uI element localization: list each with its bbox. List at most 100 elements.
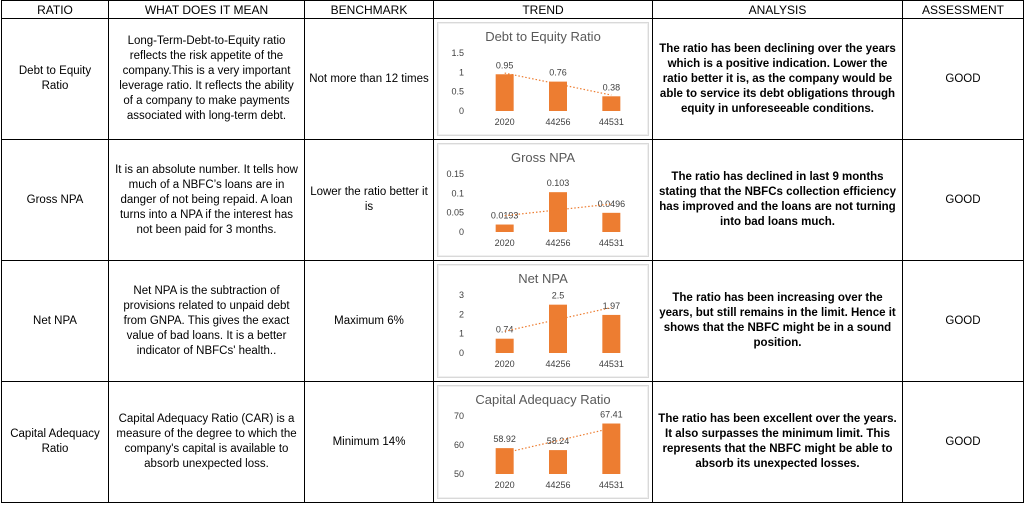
category-label: 44256 — [545, 117, 570, 127]
ratio-name: Gross NPA — [1, 139, 109, 261]
bar — [549, 450, 567, 474]
category-label: 2020 — [495, 480, 515, 490]
bar — [602, 314, 621, 353]
y-tick-label: 0 — [459, 227, 464, 237]
trend-chart-net-npa: Net NPA 0 1 2 3 0.74 2020 2.5 44256 1.97 44531 — [437, 264, 649, 378]
bar — [549, 81, 567, 111]
trend-chart-capital-adequacy: Capital Adequacy Ratio 50 60 70 58.92 2020 58.… — [437, 385, 649, 499]
ratio-assessment: GOOD — [902, 18, 1024, 140]
header-analysis: ANALYSIS — [652, 0, 903, 19]
bar — [602, 212, 621, 232]
category-label: 44531 — [599, 238, 624, 248]
y-tick-label: 0.1 — [451, 188, 464, 198]
y-tick-label: 0 — [459, 106, 464, 116]
bar — [549, 304, 567, 353]
y-tick-label: 50 — [454, 469, 464, 479]
chart-svg: Net NPA 0 1 2 3 0.74 2020 2.5 44256 1.97 44531 — [459, 271, 624, 369]
y-tick-label: 2 — [459, 309, 464, 319]
y-tick-label: 60 — [454, 440, 464, 450]
ratio-analysis: The ratio has declined in last 9 months … — [652, 139, 903, 261]
category-label: 44256 — [545, 238, 570, 248]
ratio-meaning: Long-Term-Debt-to-Equity ratio reflects … — [108, 18, 305, 140]
ratio-assessment: GOOD — [902, 381, 1024, 503]
category-label: 44256 — [545, 480, 570, 490]
chart-title: Debt to Equity Ratio — [485, 29, 601, 44]
trendline — [504, 427, 612, 454]
header-ratio: RATIO — [1, 0, 109, 19]
ratio-analysis: The ratio has been declining over the ye… — [652, 18, 903, 140]
ratio-benchmark: Lower the ratio better it is — [304, 139, 434, 261]
header-trend: TREND — [433, 0, 653, 19]
ratio-benchmark: Not more than 12 times — [304, 18, 434, 140]
bar — [602, 423, 621, 474]
y-tick-label: 70 — [454, 411, 464, 421]
ratio-benchmark: Maximum 6% — [304, 260, 434, 382]
data-label: 0.103 — [547, 178, 570, 188]
chart-title: Net NPA — [518, 271, 568, 286]
chart-title: Capital Adequacy Ratio — [475, 392, 610, 407]
chart-svg: Capital Adequacy Ratio 50 60 70 58.92 2020 58.… — [454, 392, 624, 490]
data-label: 1.97 — [603, 301, 621, 311]
table-row: Debt to Equity Ratio Long-Term-Debt-to-E… — [1, 18, 1024, 140]
y-tick-label: 1 — [459, 329, 464, 339]
y-tick-label: 1.5 — [451, 48, 464, 58]
table-row: Gross NPA It is an absolute number. It t… — [1, 139, 1024, 261]
bar — [549, 192, 567, 232]
y-tick-label: 3 — [459, 290, 464, 300]
y-tick-label: 1 — [459, 67, 464, 77]
table-row: Net NPA Net NPA is the subtraction of pr… — [1, 260, 1024, 382]
category-label: 44531 — [599, 480, 624, 490]
category-label: 44531 — [599, 117, 624, 127]
bar — [602, 96, 621, 111]
trend-cell: Debt to Equity Ratio 0 0.5 1 1.5 0.95 2020 0.76… — [433, 18, 653, 140]
category-label: 2020 — [495, 238, 515, 248]
bar — [495, 448, 514, 474]
category-label: 2020 — [495, 359, 515, 369]
trend-chart-gross-npa: Gross NPA 0 0.05 0.1 0.15 0.0193 2020 0.103 4425… — [437, 143, 649, 257]
bar — [495, 224, 514, 232]
bar — [495, 74, 514, 111]
table-row: Capital Adequacy Ratio Capital Adequacy … — [1, 381, 1024, 503]
category-label: 44531 — [599, 359, 624, 369]
data-label: 0.38 — [603, 82, 621, 92]
data-label: 58.92 — [493, 434, 516, 444]
header-row: RATIO WHAT DOES IT MEAN BENCHMARK TREND … — [1, 0, 1024, 19]
trendline — [504, 203, 612, 217]
chart-svg: Debt to Equity Ratio 0 0.5 1 1.5 0.95 2020 0.76… — [451, 29, 624, 127]
chart-svg: Gross NPA00.050.10.150.019320200.1034425… — [446, 150, 626, 248]
y-tick-label: 0.05 — [446, 208, 464, 218]
y-tick-label: 0.5 — [451, 87, 464, 97]
trendline — [504, 72, 612, 96]
data-label: 0.0496 — [598, 199, 626, 209]
y-tick-label: 0 — [459, 348, 464, 358]
category-label: 44256 — [545, 359, 570, 369]
y-tick-label: 0.15 — [446, 169, 464, 179]
ratio-name: Debt to Equity Ratio — [1, 18, 109, 140]
data-label: 0.95 — [496, 60, 514, 70]
data-label: 0.74 — [496, 325, 514, 335]
chart-title: Gross NPA — [511, 150, 575, 165]
trend-cell: Capital Adequacy Ratio 50 60 70 58.92 2020 58.… — [433, 381, 653, 503]
bar — [495, 338, 514, 353]
ratio-meaning: Capital Adequacy Ratio (CAR) is a measur… — [108, 381, 305, 503]
data-label: 0.76 — [549, 68, 567, 78]
ratio-analysis: The ratio has been excellent over the ye… — [652, 381, 903, 503]
header-benchmark: BENCHMARK — [304, 0, 434, 19]
ratio-name: Net NPA — [1, 260, 109, 382]
trend-chart-debt-equity: Debt to Equity Ratio 0 0.5 1 1.5 0.95 2020 0.76… — [437, 22, 649, 136]
trendline — [504, 306, 612, 332]
data-label: 58.24 — [547, 436, 570, 446]
ratio-analysis: The ratio has been increasing over the y… — [652, 260, 903, 382]
ratio-benchmark: Minimum 14% — [304, 381, 434, 503]
ratio-meaning: It is an absolute number. It tells how m… — [108, 139, 305, 261]
ratio-assessment: GOOD — [902, 139, 1024, 261]
ratio-name: Capital Adequacy Ratio — [1, 381, 109, 503]
header-meaning: WHAT DOES IT MEAN — [108, 0, 305, 19]
data-label: 67.41 — [600, 410, 623, 420]
ratio-assessment: GOOD — [902, 260, 1024, 382]
data-label: 2.5 — [552, 291, 565, 301]
header-assessment: ASSESSMENT — [902, 0, 1024, 19]
ratio-meaning: Net NPA is the subtraction of provisions… — [108, 260, 305, 382]
trend-cell: Gross NPA 0 0.05 0.1 0.15 0.0193 2020 0.103 4425… — [433, 139, 653, 261]
